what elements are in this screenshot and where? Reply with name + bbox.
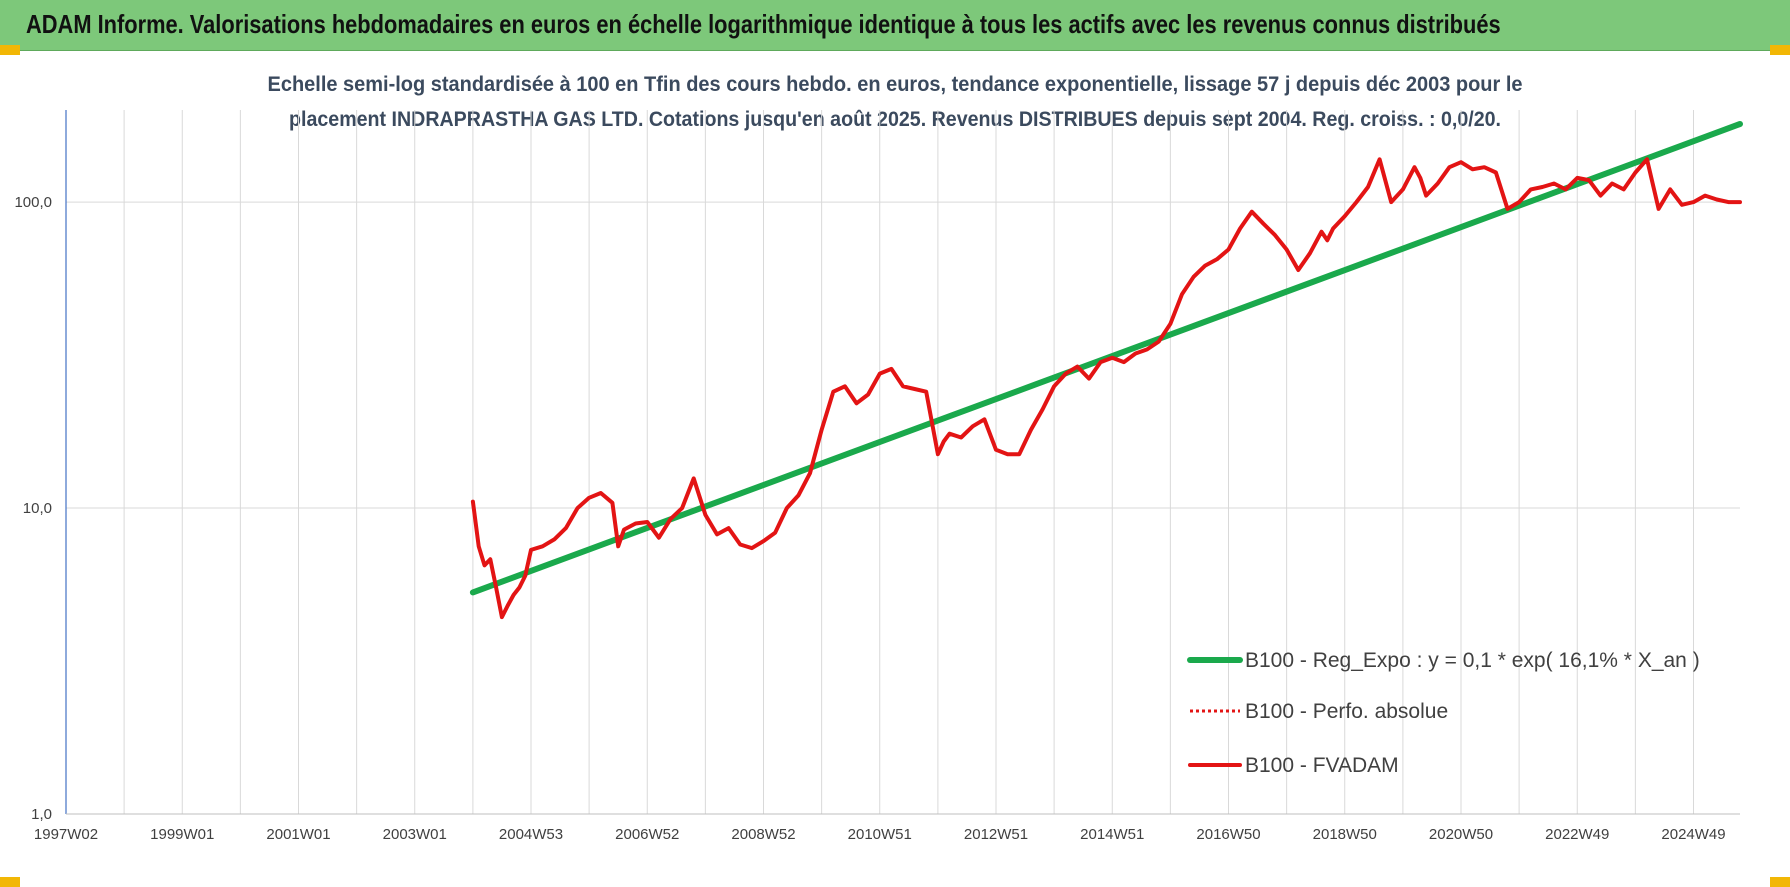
x-tick-label: 2006W52 (615, 826, 679, 843)
title-bar: ADAM Informe. Valorisations hebdomadaire… (0, 0, 1790, 51)
x-tick-label: 1999W01 (150, 826, 214, 843)
legend: B100 - Reg_Expo : y = 0,1 * exp( 16,1% *… (1187, 649, 1700, 777)
chart-subtitle-line-1: Echelle semi-log standardisée à 100 en T… (268, 73, 1523, 96)
legend-label-2: B100 - FVADAM (1245, 754, 1399, 777)
x-tick-label: 2004W53 (499, 826, 563, 843)
series-layer (469, 121, 1743, 620)
x-tick-label: 2020W50 (1429, 826, 1493, 843)
y-tick-label: 1,0 (31, 806, 52, 823)
y-tick-label: 100,0 (14, 194, 52, 211)
corner-marker-bottom-left (0, 877, 20, 887)
chart-subtitle-line-2: placement INDRAPRASTHA GAS LTD. Cotation… (289, 108, 1501, 131)
x-tick-label: 2001W01 (266, 826, 330, 843)
corner-marker-top-right (1770, 45, 1790, 55)
corner-marker-bottom-right (1770, 877, 1790, 887)
x-tick-label: 2018W50 (1313, 826, 1377, 843)
x-tick-label: 2003W01 (383, 826, 447, 843)
x-tick-label: 2022W49 (1545, 826, 1609, 843)
chart-frame: Echelle semi-log standardisée à 100 en T… (0, 50, 1790, 887)
series-line-2 (470, 157, 1742, 620)
legend-label-0: B100 - Reg_Expo : y = 0,1 * exp( 16,1% *… (1245, 649, 1700, 672)
x-tick-label: 2014W51 (1080, 826, 1144, 843)
x-tick-label: 1997W02 (34, 826, 98, 843)
page-title: ADAM Informe. Valorisations hebdomadaire… (26, 9, 1501, 39)
axes: 1,0 10,0 100,0 1997W02 1999W01 2001W01 2003W01… (14, 110, 1740, 843)
x-tick-label: 2012W51 (964, 826, 1028, 843)
corner-marker-top-left (0, 45, 20, 55)
legend-label-1: B100 - Perfo. absolue (1245, 700, 1448, 723)
y-tick-label: 10,0 (23, 500, 52, 517)
x-tick-label: 2016W50 (1196, 826, 1260, 843)
x-tick-label: 2024W49 (1661, 826, 1725, 843)
chart-svg: Echelle semi-log standardisée à 100 en T… (14, 73, 1743, 843)
x-tick-label: 2008W52 (731, 826, 795, 843)
x-tick-label: 2010W51 (848, 826, 912, 843)
